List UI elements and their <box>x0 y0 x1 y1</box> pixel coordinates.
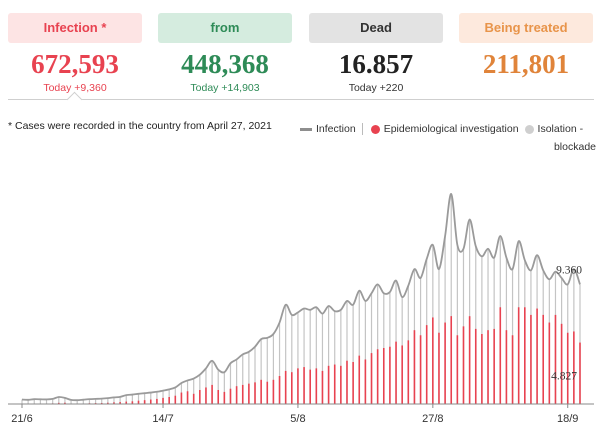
treated-stat: Being treated 211,801 <box>459 13 593 82</box>
infection-value: 672,593 <box>31 49 119 79</box>
legend-blockade-label: blockade <box>553 141 596 153</box>
cases-note: * Cases were recorded in the country fro… <box>8 120 272 132</box>
infection-today: Today +9,360 <box>43 82 107 94</box>
x-tick-label: 21/6 <box>11 413 32 425</box>
legend-infection[interactable]: Infection <box>300 120 356 138</box>
dead-value: 16.857 <box>338 49 414 79</box>
legend-epi[interactable]: Epidemiological investigation <box>370 120 519 138</box>
x-tick-label: 14/7 <box>152 413 173 425</box>
treated-label: Being treated <box>459 13 593 43</box>
dead-label: Dead <box>309 13 443 43</box>
stats-panel: Infection * 672,593 Today +9,360 from 44… <box>0 0 600 100</box>
legend-epi-label: Epidemiological investigation <box>383 123 519 135</box>
x-tick-label: 27/8 <box>422 413 443 425</box>
chart-legend: Infection Epidemiological investigation … <box>300 120 596 156</box>
last-infection-label: 9.360 <box>556 264 582 276</box>
isolation-dot-swatch <box>524 124 534 134</box>
legend-isolation[interactable]: Isolation - <box>524 120 584 138</box>
epi-dot-swatch <box>370 124 380 134</box>
legend-isolation-label: Isolation - <box>537 123 584 135</box>
section-divider <box>8 99 594 100</box>
legend-infection-label: Infection <box>316 123 356 135</box>
infection-label: Infection * <box>8 13 142 43</box>
recovered-today: Today +14,903 <box>190 82 260 94</box>
dead-today: Today +220 <box>348 82 404 94</box>
dead-stat: Dead 16.857 Today +220 <box>309 13 443 94</box>
last-epi-label: 4.827 <box>551 371 577 383</box>
infection-line-swatch <box>300 127 312 131</box>
recovered-value: 448,368 <box>181 49 269 79</box>
treated-value: 211,801 <box>482 49 570 79</box>
infection-stat: Infection * 672,593 Today +9,360 <box>8 13 142 94</box>
x-tick-label: 5/8 <box>290 413 305 425</box>
recovered-label: from <box>158 13 292 43</box>
recovered-stat: from 448,368 Today +14,903 <box>158 13 292 94</box>
legend-separator <box>361 123 363 136</box>
x-tick-label: 18/9 <box>557 413 578 425</box>
infection-line <box>21 193 581 402</box>
